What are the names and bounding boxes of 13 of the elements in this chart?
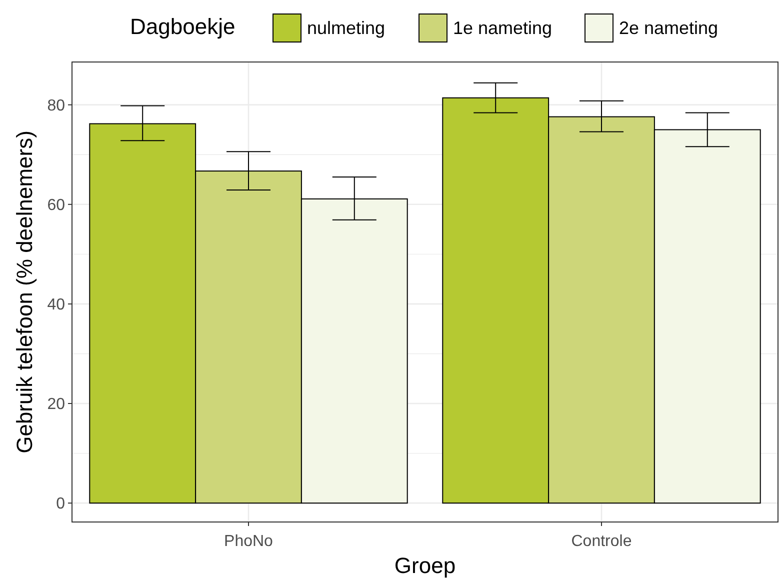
x-tick-label: Controle — [571, 533, 632, 550]
legend-label: nulmeting — [307, 18, 386, 38]
x-axis-title: Groep — [394, 553, 456, 578]
legend-label: 2e nameting — [619, 18, 718, 38]
legend-label: 1e nameting — [453, 18, 552, 38]
y-axis-title: Gebruik telefoon (% deelnemers) — [12, 130, 37, 454]
y-tick-label: 0 — [56, 496, 66, 513]
y-tick-label: 40 — [47, 296, 66, 314]
x-tick-label: PhoNo — [224, 533, 274, 550]
y-tick-label: 80 — [47, 97, 66, 114]
y-tick-label: 60 — [47, 196, 66, 214]
legend-title: Dagboekje — [130, 14, 236, 39]
y-tick-label: 20 — [47, 396, 66, 414]
